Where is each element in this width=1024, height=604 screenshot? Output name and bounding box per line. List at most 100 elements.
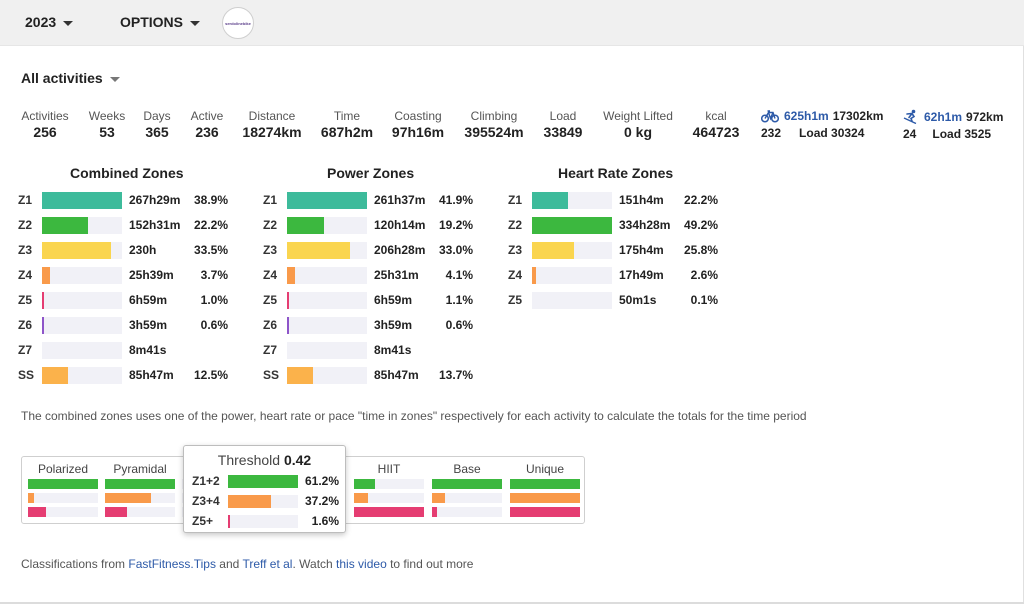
- classification-polarized[interactable]: Polarized: [26, 457, 100, 521]
- zone-time: 3h59m: [374, 318, 413, 332]
- classification-bar: [510, 493, 580, 503]
- zone-bar-fill: [42, 316, 44, 334]
- zone-bar: [42, 266, 122, 284]
- options-dropdown[interactable]: OPTIONS: [120, 14, 201, 30]
- zone-bar: [287, 241, 367, 259]
- tooltip-row-label: Z3+4: [192, 494, 220, 508]
- classification-bar: [28, 507, 98, 517]
- zone-row: Z6 3h59m 0.6%: [263, 316, 473, 334]
- zone-time: 267h29m: [129, 193, 181, 207]
- zone-time: 25h39m: [129, 268, 174, 282]
- zone-time: 152h31m: [129, 218, 181, 232]
- tooltip-row-label: Z5+: [192, 514, 214, 528]
- power-zones-title: Power Zones: [327, 165, 415, 181]
- stat-label: Active: [190, 109, 224, 123]
- classification-hiit[interactable]: HIIT: [352, 457, 426, 521]
- classification-bar: [432, 493, 502, 503]
- tooltip-bar: [228, 474, 298, 488]
- classification-bar: [28, 493, 98, 503]
- caret-down-icon: [109, 76, 120, 82]
- classification-unique[interactable]: Unique: [508, 457, 582, 521]
- footer-prefix: Classifications from: [21, 557, 129, 571]
- classification-bar: [105, 479, 175, 489]
- classification-label: Base: [453, 462, 481, 476]
- zone-percent: 0.1%: [690, 293, 718, 307]
- zone-label: Z3: [263, 243, 278, 257]
- zone-label: Z4: [18, 268, 33, 282]
- zone-bar-fill: [287, 266, 295, 284]
- zone-label: Z3: [508, 243, 523, 257]
- stat-value: 256: [33, 124, 57, 140]
- classification-bar: [28, 479, 98, 489]
- zone-row: Z2 120h14m 19.2%: [263, 216, 473, 234]
- zone-row: Z4 25h31m 4.1%: [263, 266, 473, 284]
- zone-label: Z1: [263, 193, 278, 207]
- zone-bar: [42, 341, 122, 359]
- zone-label: Z6: [263, 318, 278, 332]
- zone-bar-fill: [42, 191, 122, 209]
- zone-row: Z1 267h29m 38.9%: [18, 191, 228, 209]
- zone-bar-fill: [42, 241, 111, 259]
- activity-filter-label: All activities: [21, 70, 103, 86]
- zone-percent: 3.7%: [200, 268, 228, 282]
- video-link[interactable]: this video: [336, 557, 387, 571]
- tooltip-row: Z3+4 37.2%: [192, 494, 339, 508]
- classification-tooltip: Threshold 0.42 Z1+2 61.2% Z3+4 37.2% Z5+ 1.6%: [183, 445, 346, 533]
- tooltip-row: Z5+ 1.6%: [192, 514, 339, 528]
- zone-bar: [532, 216, 612, 234]
- zone-bar: [287, 316, 367, 334]
- classification-base[interactable]: Base: [430, 457, 504, 521]
- stat-activities: Activities 256: [0, 109, 90, 140]
- fastfitness-link[interactable]: FastFitness.Tips: [128, 557, 216, 571]
- stat-weeks: Weeks 53: [62, 109, 152, 140]
- sport-distance: 17302km: [832, 109, 884, 123]
- app-logo[interactable]: serdolinebike: [222, 7, 254, 39]
- stat-load: Load 33849: [518, 109, 608, 140]
- classification-panel: Polarized Pyramidal HIIT Base Unique: [21, 456, 585, 524]
- tooltip-bar-fill: [228, 514, 230, 528]
- sport-summary-ski[interactable]: 62h1m 972km 24 Load 3525: [903, 109, 1003, 142]
- zone-label: SS: [18, 368, 35, 382]
- zone-time: 17h49m: [619, 268, 664, 282]
- classification-bar: [354, 507, 424, 517]
- footer-mid: . Watch: [292, 557, 337, 571]
- zone-bar-fill: [42, 266, 50, 284]
- classification-bar-fill: [510, 479, 580, 489]
- combined-zones-title: Combined Zones: [70, 165, 184, 181]
- classification-pyramidal[interactable]: Pyramidal: [103, 457, 177, 521]
- classification-bar-fill: [510, 493, 580, 503]
- stat-value: 395524m: [464, 124, 524, 140]
- zone-bar: [532, 241, 612, 259]
- zone-time: 151h4m: [619, 193, 664, 207]
- zone-bar: [287, 366, 367, 384]
- stat-value: 0 kg: [623, 124, 652, 140]
- zone-bar: [42, 241, 122, 259]
- stat-value: 464723: [692, 124, 740, 140]
- tooltip-bar-fill: [228, 494, 271, 508]
- zone-row: SS 85h47m 13.7%: [263, 366, 473, 384]
- zone-time: 6h59m: [374, 293, 413, 307]
- stat-label: Weeks: [88, 109, 126, 123]
- zone-bar-fill: [287, 241, 350, 259]
- stat-coasting: Coasting 97h16m: [373, 109, 463, 140]
- zone-time: 8m41s: [129, 343, 167, 357]
- zone-time: 8m41s: [374, 343, 412, 357]
- sport-summary-bike[interactable]: 625h1m 17302km 232 Load 30324: [761, 109, 883, 140]
- zone-bar-fill: [287, 191, 367, 209]
- zone-bar: [287, 191, 367, 209]
- zone-bar-fill: [287, 316, 289, 334]
- treff-link[interactable]: Treff et al: [242, 557, 293, 571]
- activity-filter-dropdown[interactable]: All activities: [21, 70, 120, 86]
- zone-label: Z5: [263, 293, 278, 307]
- zone-percent: 1.1%: [445, 293, 473, 307]
- classification-bar-fill: [510, 507, 580, 517]
- heart-rate-zones-title: Heart Rate Zones: [558, 165, 674, 181]
- stat-time: Time 687h2m: [302, 109, 392, 140]
- tooltip-row: Z1+2 61.2%: [192, 474, 339, 488]
- year-dropdown[interactable]: 2023: [25, 14, 74, 30]
- stat-label: Load: [549, 109, 577, 123]
- panel-edge-bottom: [0, 602, 1024, 604]
- classification-footer: Classifications from FastFitness.Tips an…: [21, 557, 473, 571]
- classification-bar-fill: [105, 493, 151, 503]
- zone-label: Z4: [263, 268, 278, 282]
